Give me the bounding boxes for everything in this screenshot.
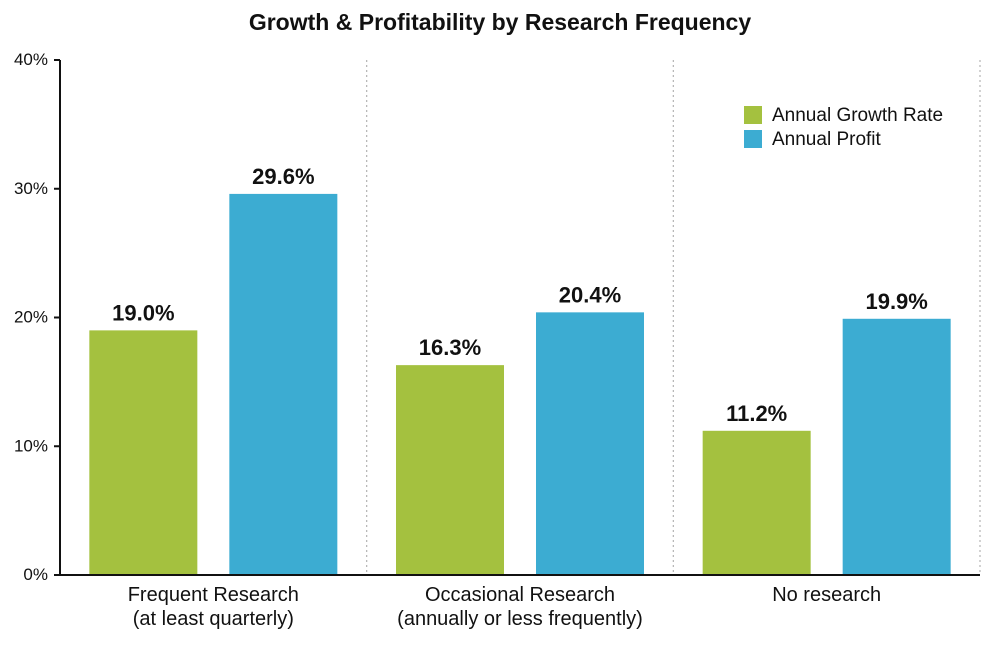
y-tick-label: 30% (14, 179, 48, 198)
bar-0-cat-1 (396, 365, 504, 575)
category-label-line1: Frequent Research (128, 584, 299, 606)
y-tick-label: 40% (14, 50, 48, 69)
y-tick-label: 0% (23, 565, 48, 584)
bar-0-cat-0 (89, 330, 197, 575)
category-label-line1: Occasional Research (425, 584, 615, 606)
y-tick-label: 10% (14, 436, 48, 455)
bar-0-cat-2 (703, 431, 811, 575)
bar-1-cat-1 (536, 312, 644, 575)
category-label-line2: (at least quarterly) (133, 608, 294, 630)
legend-label: Annual Growth Rate (772, 105, 943, 126)
bar-value-label: 19.0% (112, 300, 174, 325)
bar-1-cat-0 (229, 194, 337, 575)
legend-swatch (744, 130, 762, 148)
bar-1-cat-2 (843, 319, 951, 575)
chart-title: Growth & Profitability by Research Frequ… (249, 9, 751, 35)
chart-container: Growth & Profitability by Research Frequ… (0, 0, 1000, 645)
bar-value-label: 20.4% (559, 282, 621, 307)
legend-swatch (744, 106, 762, 124)
bar-value-label: 19.9% (865, 289, 927, 314)
bar-value-label: 11.2% (726, 401, 787, 426)
bar-value-label: 16.3% (419, 335, 481, 360)
bar-value-label: 29.6% (252, 164, 314, 189)
category-label-line1: No research (772, 584, 881, 606)
chart-svg: Growth & Profitability by Research Frequ… (0, 0, 1000, 645)
legend-label: Annual Profit (772, 129, 882, 150)
category-label-line2: (annually or less frequently) (397, 608, 643, 630)
y-tick-label: 20% (14, 308, 48, 327)
